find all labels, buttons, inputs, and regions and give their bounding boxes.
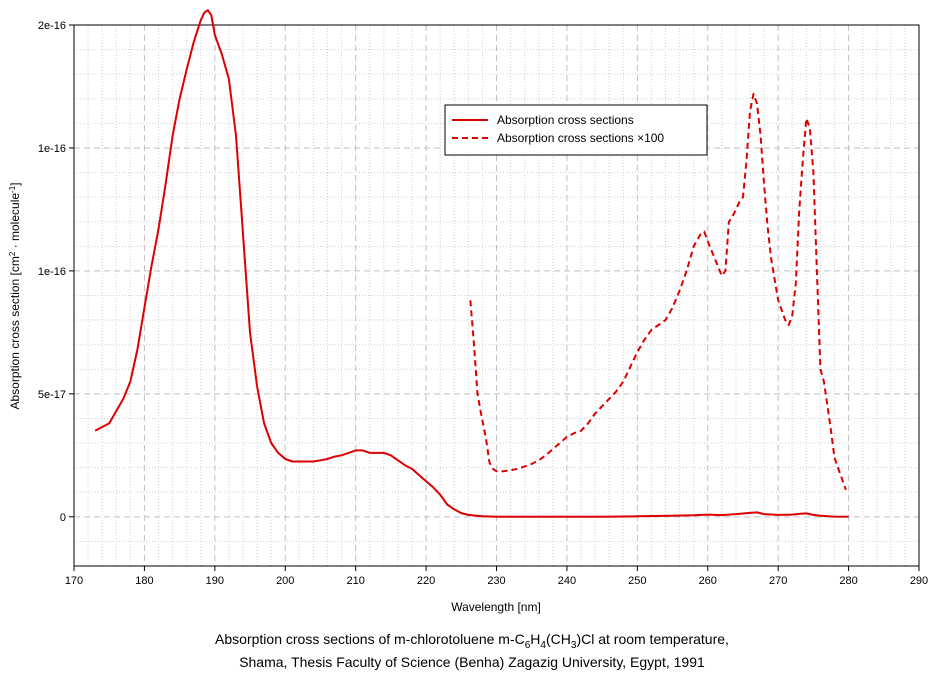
x-tick-label: 170	[65, 575, 83, 587]
legend-label-solid: Absorption cross sections	[497, 113, 634, 127]
y-axis: 0 5e-17 1e-16 1e-16 2e-16	[38, 20, 74, 524]
x-tick-label: 230	[487, 575, 505, 587]
figure-caption-line2: Shama, Thesis Faculty of Science (Benha)…	[239, 654, 705, 670]
x-tick-label: 210	[346, 575, 364, 587]
x-tick-label: 250	[628, 575, 646, 587]
series-layer	[94, 9, 849, 518]
x-axis: 170 180 190 200 210 220 230 240 250 260 270 280 290	[65, 566, 928, 587]
y-axis-label: Absorption cross section [cm2 · molecule…	[8, 182, 23, 409]
y-tick-label: 0	[60, 512, 66, 524]
x-tick-label: 220	[417, 575, 435, 587]
x-tick-label: 280	[839, 575, 857, 587]
x-tick-label: 190	[206, 575, 224, 587]
x-tick-label: 260	[699, 575, 717, 587]
y-tick-label: 2e-16	[38, 20, 66, 32]
y-tick-label: 5e-17	[38, 389, 66, 401]
x-axis-label: Wavelength [nm]	[451, 600, 541, 614]
x-tick-label: 240	[558, 575, 576, 587]
series-line-x100	[469, 92, 847, 491]
y-tick-label: 1e-16	[38, 266, 66, 278]
x-tick-label: 270	[769, 575, 787, 587]
legend: Absorption cross sections Absorption cro…	[444, 104, 708, 156]
series-line	[94, 9, 849, 518]
y-tick-label: 1e-16	[38, 143, 66, 155]
figure-caption-line1: Absorption cross sections of m-chlorotol…	[215, 631, 729, 651]
legend-label-dashed: Absorption cross sections ×100	[497, 131, 664, 145]
grid-minor	[74, 25, 919, 566]
x-tick-label: 180	[135, 575, 153, 587]
x-tick-label: 290	[910, 575, 928, 587]
x-tick-label: 200	[276, 575, 294, 587]
legend-box	[444, 104, 708, 156]
